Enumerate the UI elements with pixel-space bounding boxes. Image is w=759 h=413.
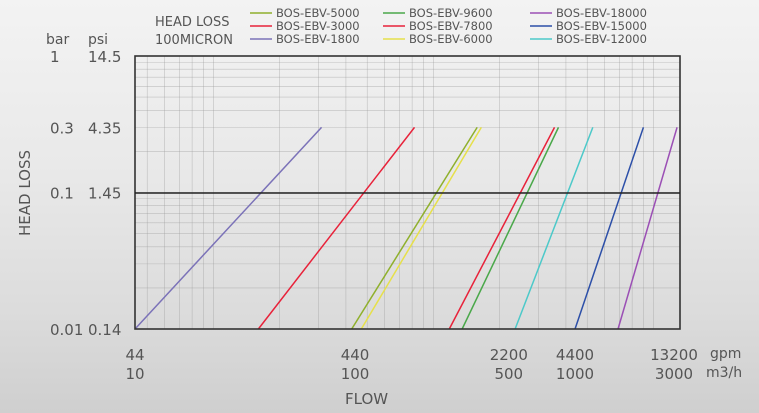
y-unit-psi: psi (88, 32, 108, 48)
y-unit-bar: bar (46, 32, 69, 48)
legend-label: BOS-EBV-12000 (556, 32, 647, 46)
legend-label: BOS-EBV-1800 (276, 32, 360, 46)
legend-label: BOS-EBV-9600 (409, 6, 493, 20)
series-line-bos-ebv-12000 (514, 127, 594, 330)
series-line-bos-ebv-1800 (134, 126, 323, 330)
y-tick-psi: 1.45 (88, 185, 121, 203)
x-tick-m3h: 1000 (556, 365, 594, 383)
legend-label: BOS-EBV-15000 (556, 19, 647, 33)
legend-label: BOS-EBV-7800 (409, 19, 493, 33)
x-axis-title: FLOW (345, 390, 388, 408)
series-line-bos-ebv-3000 (257, 126, 416, 330)
x-unit-m3h: m3/h (706, 365, 742, 381)
legend-label: BOS-EBV-3000 (276, 19, 360, 33)
series-lines (134, 126, 678, 330)
y-tick-psi: 14.5 (88, 48, 121, 66)
x-tick-gpm: 13200 (650, 346, 698, 364)
y-tick-bar: 0.01 (50, 321, 83, 339)
chart-title: HEAD LOSS (155, 15, 230, 30)
y-tick-psi: 0.14 (88, 321, 121, 339)
x-tick-m3h: 10 (125, 365, 144, 383)
y-tick-bar: 0.1 (50, 185, 74, 203)
series-line-bos-ebv-5000 (351, 126, 478, 330)
legend-label: BOS-EBV-6000 (409, 32, 493, 46)
y-tick-bar: 1 (50, 48, 60, 66)
x-tick-m3h: 3000 (655, 365, 693, 383)
x-tick-gpm: 4400 (556, 346, 594, 364)
x-tick-gpm: 2200 (490, 346, 528, 364)
x-tick-gpm: 440 (341, 346, 370, 364)
x-tick-m3h: 500 (494, 365, 523, 383)
legend-label: BOS-EBV-5000 (276, 6, 360, 20)
x-unit-gpm: gpm (710, 346, 741, 362)
x-tick-gpm: 44 (125, 346, 144, 364)
series-line-bos-ebv-15000 (574, 127, 645, 330)
y-tick-bar: 0.3 (50, 119, 74, 137)
chart-subtitle: 100MICRON (155, 33, 233, 48)
y-tick-psi: 4.35 (88, 119, 121, 137)
series-line-bos-ebv-9600 (461, 127, 560, 330)
legend-label: BOS-EBV-18000 (556, 6, 647, 20)
y-axis-title: HEAD LOSS (16, 150, 34, 236)
x-tick-m3h: 100 (341, 365, 370, 383)
series-line-bos-ebv-18000 (617, 127, 678, 330)
series-line-bos-ebv-7800 (448, 127, 556, 330)
series-line-bos-ebv-6000 (360, 126, 482, 330)
